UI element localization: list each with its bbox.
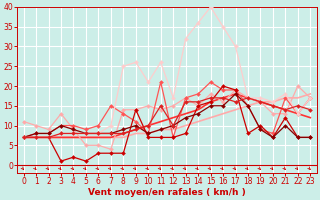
X-axis label: Vent moyen/en rafales ( km/h ): Vent moyen/en rafales ( km/h ): [88, 188, 246, 197]
